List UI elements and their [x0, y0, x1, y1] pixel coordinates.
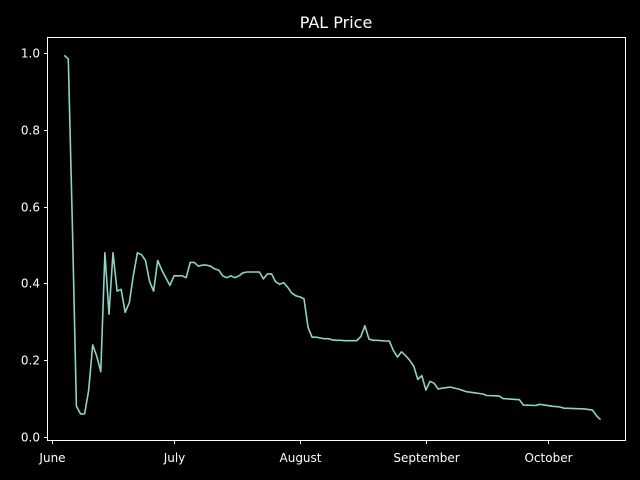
x-tick-label: September: [393, 451, 459, 465]
plot-frame: [47, 37, 626, 441]
y-tick-label: 0.4: [21, 277, 40, 291]
x-tick-label: October: [524, 451, 572, 465]
axis-ticks: June July August September October 0.0 0.2 0.4 0…: [21, 47, 573, 466]
x-tick-label: June: [38, 451, 65, 465]
series-layer: [63, 54, 602, 421]
y-tick-label: 0.8: [21, 124, 40, 138]
series-line-0: [63, 54, 602, 421]
chart-title: PAL Price: [300, 13, 373, 32]
y-tick-label: 0.0: [21, 431, 40, 445]
x-tick-label: August: [280, 451, 322, 465]
y-tick-label: 1.0: [21, 47, 40, 61]
y-tick-label: 0.6: [21, 201, 40, 215]
y-tick-label: 0.2: [21, 354, 40, 368]
x-tick-label: July: [163, 451, 186, 465]
